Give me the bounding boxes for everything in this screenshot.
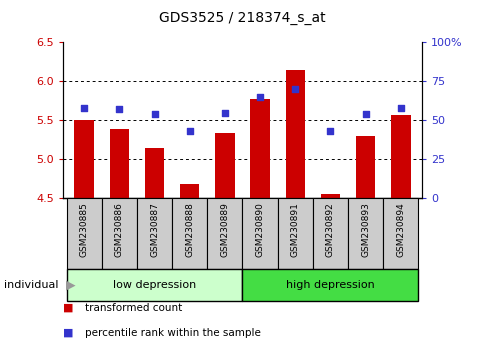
Text: GSM230886: GSM230886 — [115, 202, 123, 257]
Text: GSM230887: GSM230887 — [150, 202, 159, 257]
Point — [291, 86, 299, 92]
Point — [151, 111, 158, 117]
Point — [396, 105, 404, 111]
Bar — [75, 120, 93, 198]
Point — [115, 107, 123, 112]
Text: high depression: high depression — [286, 280, 374, 290]
Text: GSM230889: GSM230889 — [220, 202, 229, 257]
Bar — [312, 198, 348, 269]
Bar — [207, 198, 242, 269]
Bar — [102, 198, 136, 269]
Text: GSM230892: GSM230892 — [325, 202, 334, 257]
Point — [256, 94, 263, 100]
Text: GSM230891: GSM230891 — [290, 202, 299, 257]
Bar — [180, 184, 199, 198]
Point — [221, 110, 228, 115]
Bar — [242, 198, 277, 269]
Text: GSM230894: GSM230894 — [395, 202, 405, 257]
Bar — [215, 133, 234, 198]
Text: low depression: low depression — [113, 280, 196, 290]
Bar — [382, 198, 418, 269]
Bar — [355, 136, 375, 198]
Text: percentile rank within the sample: percentile rank within the sample — [85, 328, 260, 338]
Text: transformed count: transformed count — [85, 303, 182, 313]
Text: GSM230888: GSM230888 — [185, 202, 194, 257]
Point — [326, 129, 333, 134]
Bar — [109, 129, 129, 198]
Bar — [348, 198, 382, 269]
Bar — [66, 269, 242, 301]
Bar — [391, 115, 409, 198]
Point — [80, 105, 88, 111]
Bar — [66, 198, 102, 269]
Bar — [242, 269, 418, 301]
Text: individual: individual — [4, 280, 58, 290]
Bar — [136, 198, 172, 269]
Point — [185, 129, 193, 134]
Point — [361, 111, 369, 117]
Bar — [172, 198, 207, 269]
Text: ■: ■ — [63, 303, 74, 313]
Text: GSM230885: GSM230885 — [79, 202, 89, 257]
Text: ■: ■ — [63, 328, 74, 338]
Text: GSM230890: GSM230890 — [255, 202, 264, 257]
Bar — [320, 194, 339, 198]
Bar — [145, 148, 164, 198]
Text: GSM230893: GSM230893 — [361, 202, 369, 257]
Bar — [285, 70, 304, 198]
Text: ▶: ▶ — [65, 279, 75, 291]
Text: GDS3525 / 218374_s_at: GDS3525 / 218374_s_at — [159, 11, 325, 25]
Bar — [277, 198, 312, 269]
Bar — [250, 99, 269, 198]
